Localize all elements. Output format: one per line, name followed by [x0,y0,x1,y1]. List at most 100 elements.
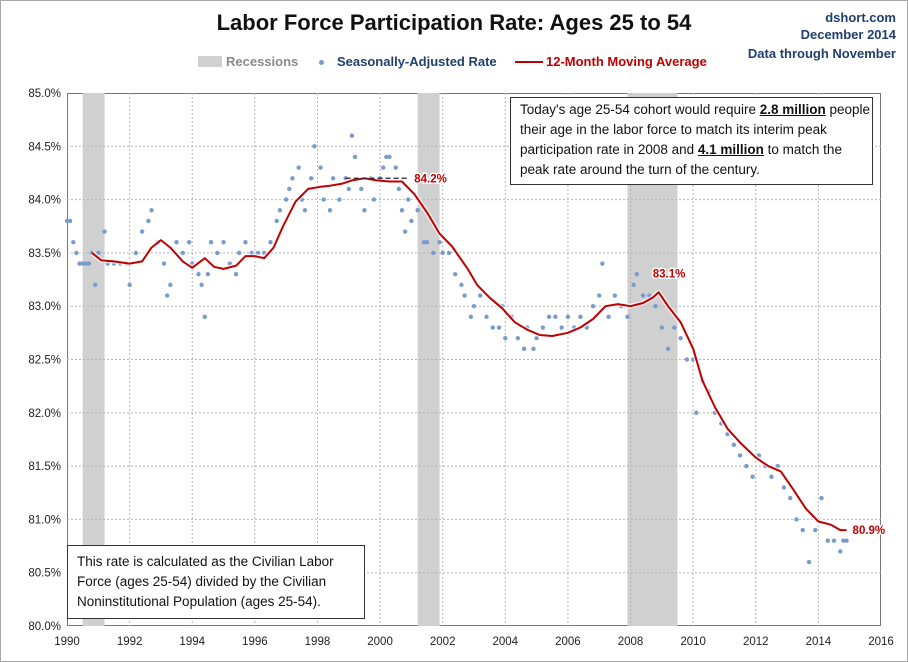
rate-point [844,538,849,543]
legend-line-swatch [515,61,543,63]
source-note: Data through November [747,46,896,61]
rate-point [64,218,70,224]
rate-point [694,410,699,415]
rate-point [459,282,464,288]
rate-point [540,325,546,330]
annotation-cohort: Today's age 25-54 cohort would require 2… [510,97,873,185]
annotation-cohort-bold1: 2.8 million [759,102,826,117]
rate-point [813,527,818,533]
rate-point [384,154,389,160]
rate-point [819,495,824,501]
rate-point [625,314,630,320]
rate-point [424,240,430,245]
rate-point [462,293,467,298]
rate-point [534,335,539,341]
rate-point [515,335,521,341]
legend-dot-swatch [319,60,324,65]
rate-point [490,325,495,330]
y-tick-label: 82.5% [28,355,61,367]
rate-point [290,176,295,181]
chart-title: Labor Force Participation Rate: Ages 25 … [216,10,692,35]
rate-point [415,208,420,213]
rate-point [387,154,392,160]
y-tick-label: 83.5% [28,248,61,260]
x-tick-label: 2006 [555,636,581,648]
rate-point [634,272,639,277]
rate-point [80,261,85,266]
legend-rate: Seasonally-Adjusted Rate [337,54,497,69]
rate-point [800,527,805,533]
value-label: 84.2% [414,173,447,185]
y-tick-label: 81.0% [28,514,61,526]
rate-point [327,208,333,213]
rate-point [769,474,774,479]
rate-point [393,165,398,170]
annotation-cohort-text1: Today's age 25-54 cohort would require [520,102,760,117]
annotation-cohort-bold2: 4.1 million [697,142,764,157]
rate-point [149,208,154,213]
rate-point [146,218,151,224]
y-tick-label: 84.0% [28,195,61,207]
value-label: 83.1% [653,268,686,280]
rate-point [127,282,132,288]
rate-point [606,314,611,320]
rate-point [349,133,355,138]
rate-point [71,240,76,245]
rate-point [468,314,474,320]
rate-point [597,293,602,298]
rate-point [346,186,351,192]
rate-point [440,250,445,256]
rate-point [268,240,273,245]
rate-point [381,165,386,170]
rate-point [287,186,292,192]
rate-point [750,474,755,479]
x-tick-label: 2000 [367,636,393,648]
rate-point [243,240,248,245]
rate-point [92,282,98,288]
rate-point [831,538,837,543]
legend-recessions: Recessions [226,54,299,69]
y-tick-label: 81.5% [28,461,61,473]
rate-point [302,208,308,213]
rate-point [531,346,536,352]
legend: Recessions Seasonally-Adjusted Rate 12-M… [0,54,908,72]
source-date: December 2014 [800,27,896,42]
moving-average-halo [90,175,847,533]
rate-point [255,250,261,256]
x-tick-label: 2008 [618,636,644,648]
x-tick-label: 1992 [117,636,143,648]
rate-point [337,197,342,202]
rate-point [164,293,170,298]
rate-point [208,240,214,245]
rate-point [221,240,226,245]
annotation-cohort-text3: to match the peak rate around the turn o… [520,142,842,177]
x-tick-label: 1998 [305,636,331,648]
rate-point [102,229,107,234]
y-tick-label: 80.0% [28,621,61,633]
rate-point [612,293,618,298]
source-site: dshort.com [825,10,896,25]
rate-point [362,208,367,213]
rate-point [233,272,239,277]
rate-point [359,186,364,192]
rate-point [600,261,605,266]
rate-point [471,304,477,309]
rate-point [77,261,82,266]
rate-point [672,325,677,330]
rate-point [174,240,179,245]
rate-point [781,485,787,490]
rate-point [737,453,743,458]
rate-point [503,335,508,341]
x-tick-label: 1994 [179,636,205,648]
recession-band [82,93,105,626]
rate-point [559,325,564,330]
rate-point [478,293,483,298]
rate-point [665,346,671,352]
rate-point [496,325,502,330]
rate-point [565,314,571,320]
rate-point [590,304,596,309]
rate-point [484,314,489,320]
annotation-definition: This rate is calculated as the Civilian … [67,545,365,619]
rate-point [409,218,414,224]
rate-point [133,250,139,256]
